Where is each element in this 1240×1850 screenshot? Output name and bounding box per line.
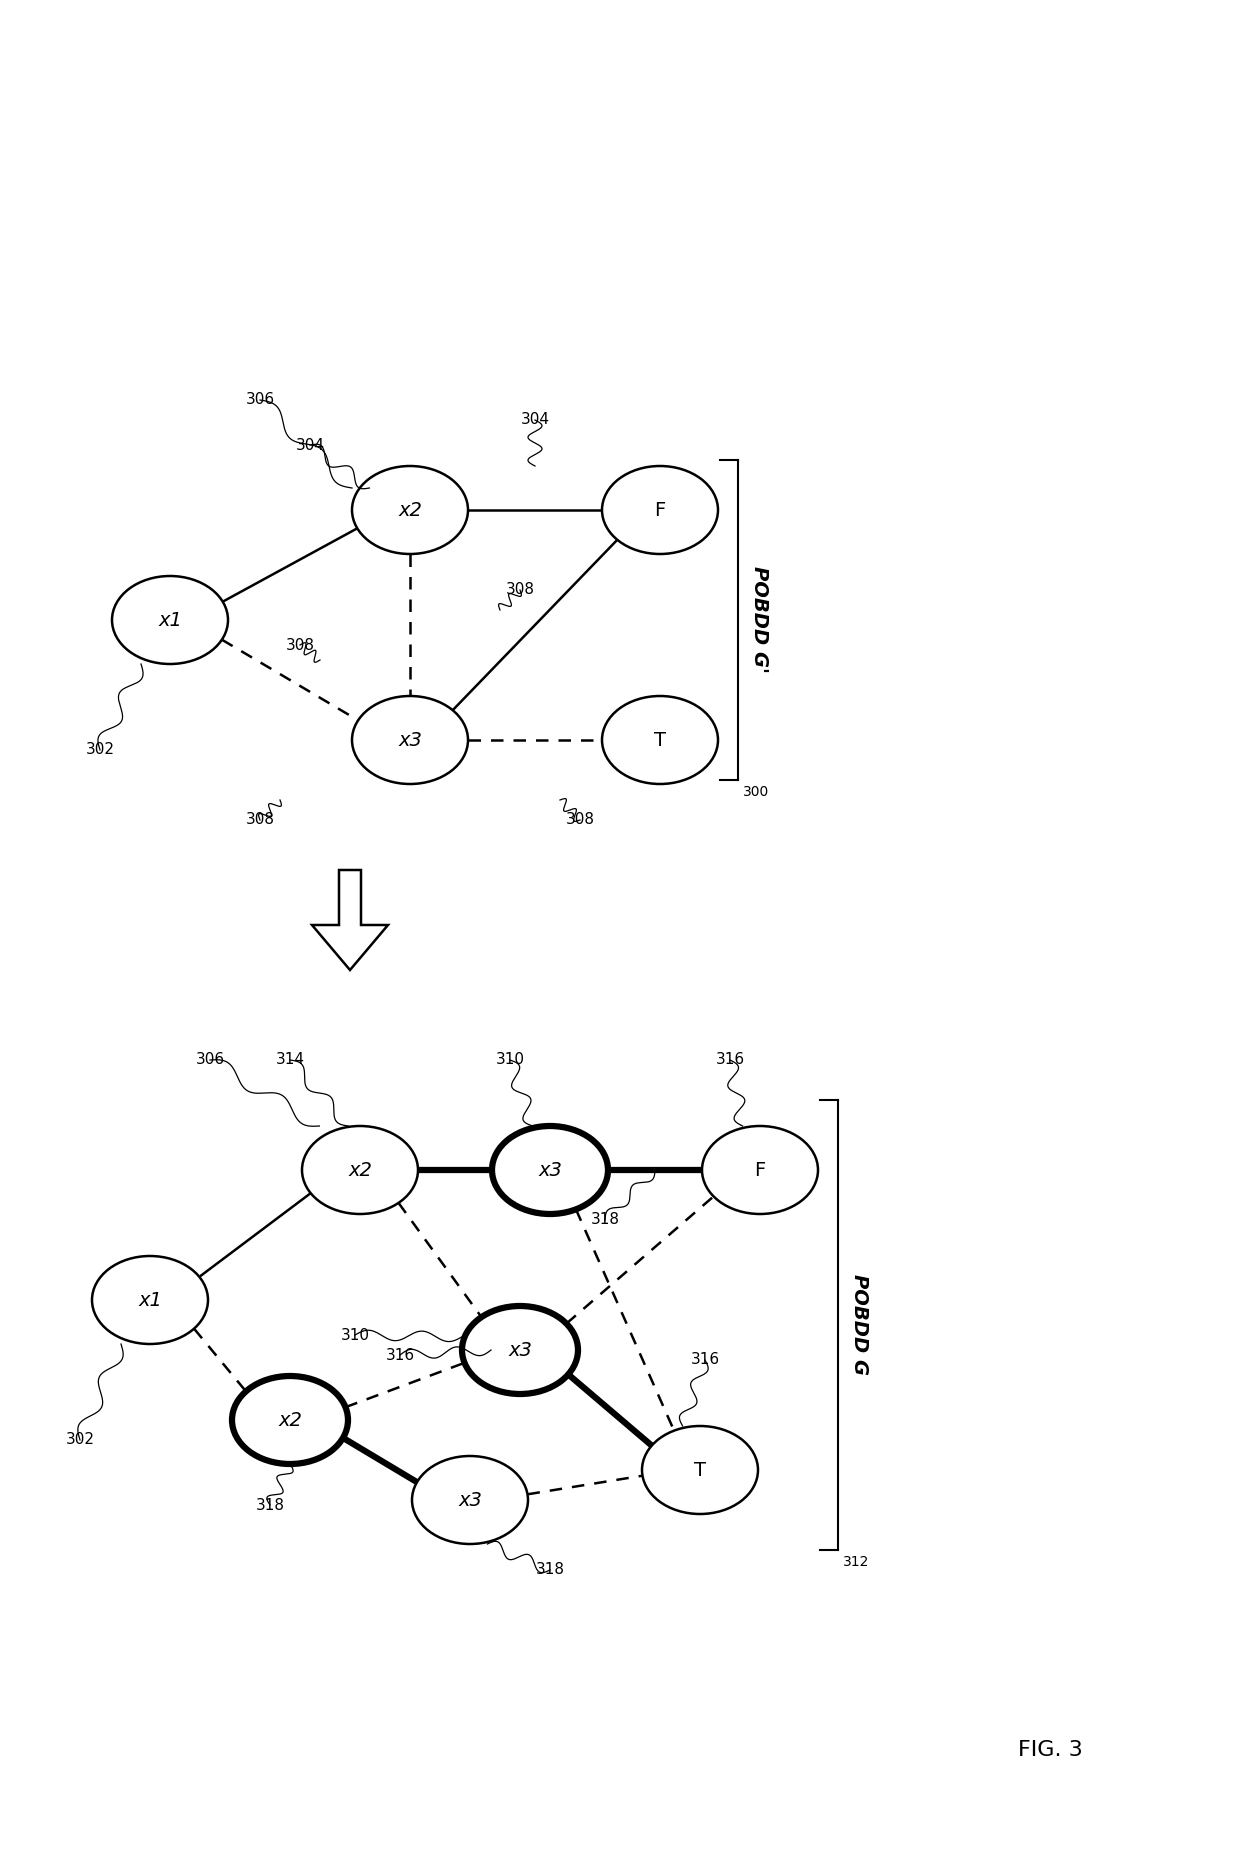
Polygon shape: [312, 870, 388, 969]
Ellipse shape: [303, 1127, 418, 1214]
Text: x3: x3: [458, 1491, 482, 1510]
Text: F: F: [655, 501, 666, 520]
Text: x1: x1: [157, 610, 182, 629]
Text: T: T: [653, 731, 666, 749]
Text: 318: 318: [536, 1563, 564, 1578]
Ellipse shape: [412, 1456, 528, 1545]
Text: x3: x3: [508, 1341, 532, 1360]
Text: 306: 306: [246, 392, 274, 407]
Ellipse shape: [463, 1306, 578, 1395]
Text: x2: x2: [398, 501, 422, 520]
Text: 302: 302: [66, 1432, 94, 1447]
Ellipse shape: [232, 1376, 348, 1463]
Text: 318: 318: [590, 1212, 620, 1228]
Text: x1: x1: [138, 1291, 162, 1310]
Ellipse shape: [702, 1127, 818, 1214]
Text: POBDD G': POBDD G': [750, 566, 769, 673]
Ellipse shape: [352, 466, 467, 553]
Ellipse shape: [642, 1426, 758, 1513]
Text: POBDD G: POBDD G: [849, 1275, 869, 1376]
Ellipse shape: [492, 1127, 608, 1214]
Text: 310: 310: [341, 1328, 370, 1343]
Text: x2: x2: [278, 1410, 301, 1430]
Ellipse shape: [112, 575, 228, 664]
Text: 300: 300: [743, 784, 769, 799]
Text: x3: x3: [538, 1160, 562, 1180]
Text: 314: 314: [275, 1053, 305, 1067]
Text: 310: 310: [496, 1053, 525, 1067]
Text: 306: 306: [196, 1053, 224, 1067]
Ellipse shape: [352, 696, 467, 784]
Text: 308: 308: [246, 812, 274, 827]
Text: 304: 304: [295, 437, 325, 453]
Text: 316: 316: [715, 1053, 744, 1067]
Ellipse shape: [601, 696, 718, 784]
Text: 316: 316: [386, 1347, 414, 1362]
Ellipse shape: [92, 1256, 208, 1343]
Text: 304: 304: [521, 413, 549, 427]
Text: 302: 302: [86, 742, 114, 757]
Text: x3: x3: [398, 731, 422, 749]
Text: 308: 308: [285, 638, 315, 653]
Text: 308: 308: [506, 583, 534, 598]
Text: T: T: [694, 1460, 706, 1480]
Ellipse shape: [601, 466, 718, 553]
Text: FIG. 3: FIG. 3: [1018, 1741, 1083, 1759]
Text: 312: 312: [843, 1556, 869, 1569]
Text: 316: 316: [691, 1352, 719, 1367]
Text: 318: 318: [255, 1497, 284, 1513]
Text: 308: 308: [565, 812, 594, 827]
Text: x2: x2: [348, 1160, 372, 1180]
Text: F: F: [754, 1160, 765, 1180]
